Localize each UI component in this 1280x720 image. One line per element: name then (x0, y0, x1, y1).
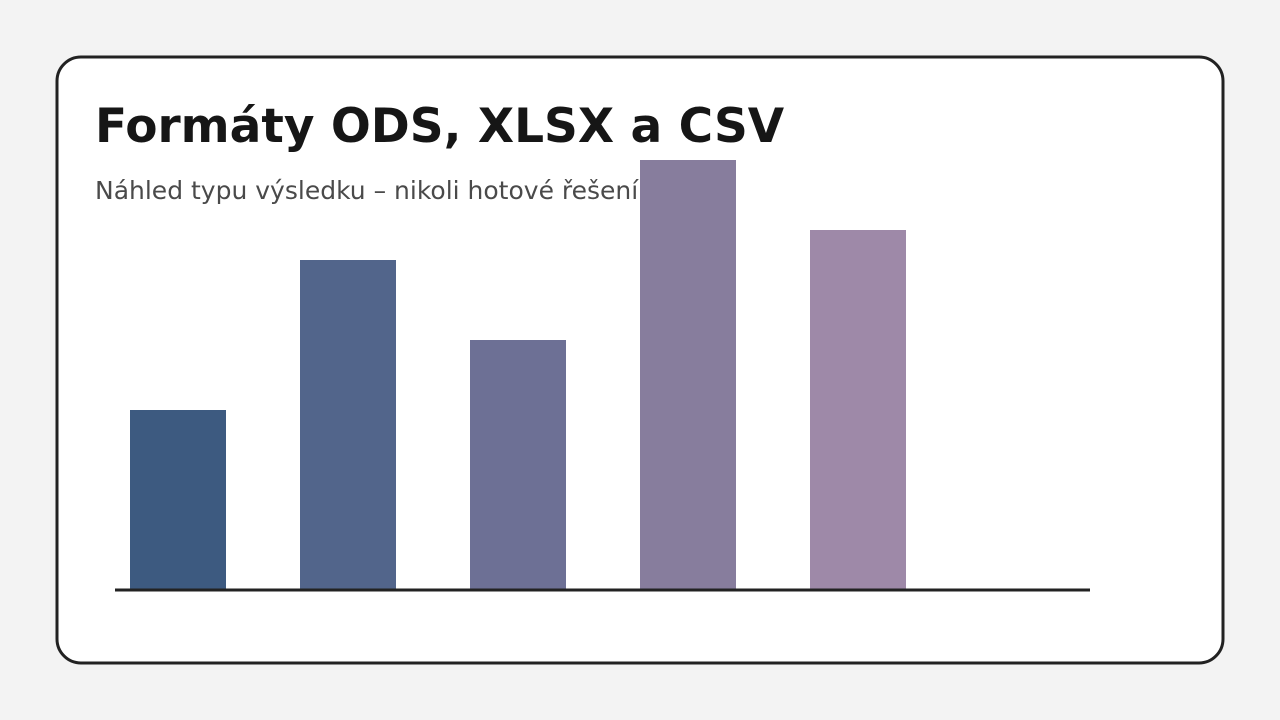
bar (810, 230, 906, 590)
bar (470, 340, 566, 590)
bar (640, 160, 736, 590)
bar (130, 410, 226, 590)
bar (300, 260, 396, 590)
chart-subtitle: Náhled typu výsledku – nikoli hotové řeš… (95, 176, 639, 205)
chart-title: Formáty ODS, XLSX a CSV (95, 99, 785, 154)
